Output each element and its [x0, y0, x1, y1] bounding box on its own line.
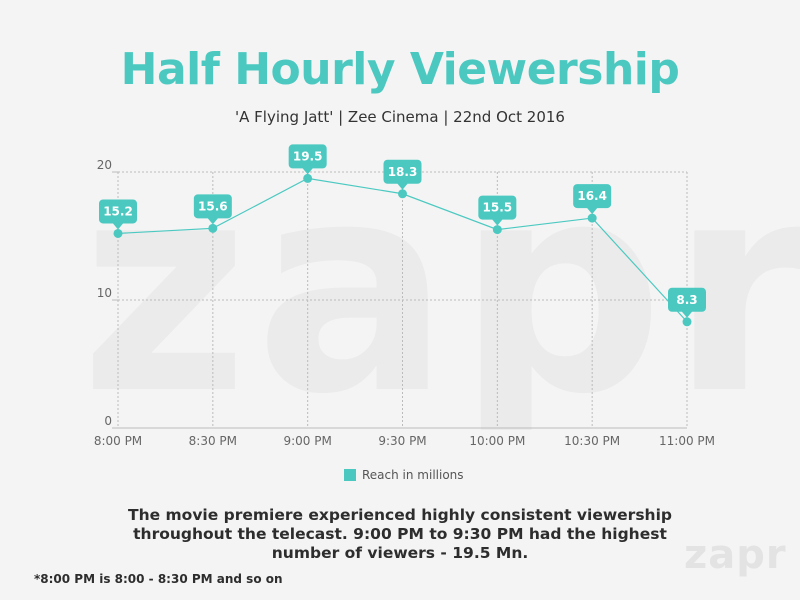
- legend-swatch: [344, 469, 356, 481]
- data-point: [492, 225, 502, 235]
- x-tick-label: 10:00 PM: [469, 434, 525, 448]
- data-label-bubble: [99, 199, 137, 230]
- data-point: [587, 213, 597, 223]
- data-label: 8.3: [676, 293, 697, 307]
- y-tick-label: 20: [97, 158, 112, 172]
- data-label: 19.5: [293, 149, 323, 163]
- data-label-bubble: [668, 287, 706, 318]
- y-tick-label: 10: [97, 286, 112, 300]
- data-label-bubble: [478, 195, 517, 226]
- x-tick-label: 10:30 PM: [564, 434, 620, 448]
- x-tick-label: 8:00 PM: [94, 434, 142, 448]
- data-point: [682, 317, 692, 327]
- x-tick-label: 9:00 PM: [283, 434, 331, 448]
- data-label-bubble: [383, 159, 422, 190]
- insight-text: The movie premiere experienced highly co…: [128, 506, 672, 562]
- data-point: [208, 223, 218, 233]
- data-point: [113, 228, 123, 238]
- chart-title: Half Hourly Viewership: [120, 44, 680, 95]
- data-label-bubble: [193, 194, 232, 225]
- x-tick-label: 9:30 PM: [378, 434, 426, 448]
- zapr-logo: zapr: [684, 532, 787, 578]
- chart-subtitle: 'A Flying Jatt' | Zee Cinema | 22nd Oct …: [235, 108, 565, 126]
- data-label: 15.6: [198, 199, 228, 213]
- legend-label: Reach in millions: [362, 468, 464, 482]
- x-tick-label: 8:30 PM: [189, 434, 237, 448]
- data-point: [303, 173, 313, 183]
- data-label: 15.2: [103, 204, 133, 218]
- data-label: 16.4: [577, 189, 607, 203]
- footnote: *8:00 PM is 8:00 - 8:30 PM and so on: [34, 572, 283, 586]
- x-tick-label: 11:00 PM: [659, 434, 715, 448]
- y-tick-label: 0: [104, 414, 112, 428]
- chart-legend[interactable]: Reach in millions: [344, 468, 464, 482]
- data-point: [398, 189, 407, 199]
- data-label-bubble: [288, 144, 327, 175]
- data-label-bubble: [573, 184, 612, 215]
- data-label: 15.5: [483, 201, 513, 215]
- data-label: 18.3: [388, 165, 418, 179]
